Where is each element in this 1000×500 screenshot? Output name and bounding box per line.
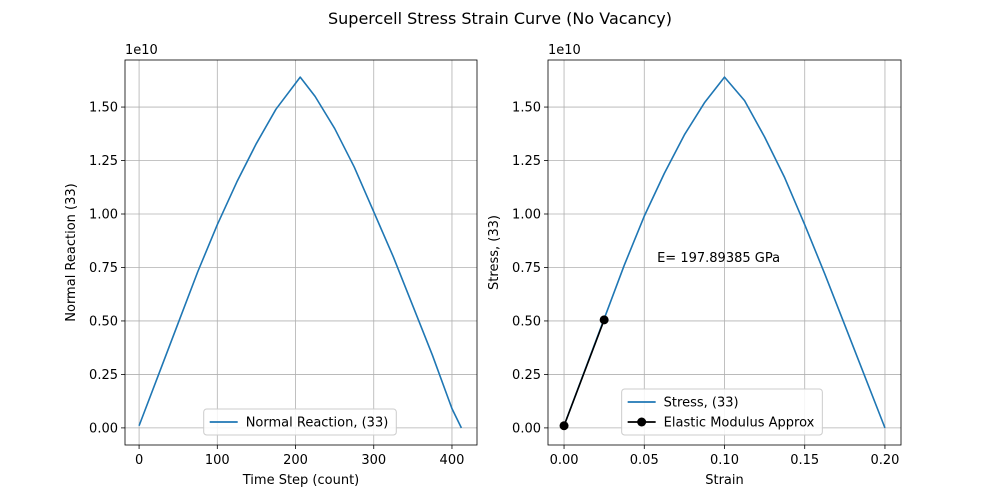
y-tick-label: 0.00: [512, 421, 541, 436]
y-tick-label: 0.25: [89, 368, 118, 383]
series-line-main: [563, 76, 886, 429]
y-offset-label: 1e10: [125, 43, 158, 58]
x-tick-label: 0.00: [550, 453, 579, 468]
y-axis-label: Stress, (33): [487, 215, 502, 290]
x-tick-label: 0.05: [630, 453, 659, 468]
x-tick-label: 300: [361, 453, 386, 468]
y-tick-label: 0.50: [512, 314, 541, 329]
x-tick-label: 0.20: [870, 453, 899, 468]
left-chart: 0 100 200 300 400 0.00 0.25 0.50 0.75 1.00 1.25 1.5…: [64, 43, 478, 488]
legend-label: Normal Reaction, (33): [246, 416, 389, 431]
y-tick-label: 1.25: [89, 154, 118, 169]
y-axis-label: Normal Reaction (33): [64, 183, 79, 321]
x-tick-label: 0.10: [710, 453, 739, 468]
legend-label: Stress, (33): [664, 396, 739, 411]
figure-title: Supercell Stress Strain Curve (No Vacanc…: [328, 9, 672, 28]
y-offset-label: 1e10: [548, 43, 581, 58]
legend-box: [621, 388, 823, 436]
y-tick-label: 0.50: [89, 314, 118, 329]
x-tick-label: 0: [135, 453, 143, 468]
data-point-marker: [599, 315, 609, 325]
y-tick-label: 1.00: [512, 208, 541, 223]
y-tick-label: 0.00: [89, 421, 118, 436]
x-tick-label: 200: [283, 453, 308, 468]
y-tick-label: 1.50: [89, 101, 118, 116]
modulus-annotation: E= 197.89385 GPa: [657, 251, 780, 266]
y-tick-label: 0.25: [512, 368, 541, 383]
x-axis-label: Time Step (count): [242, 473, 360, 488]
x-tick-label: 0.15: [790, 453, 819, 468]
y-tick-label: 1.25: [512, 154, 541, 169]
x-axis-label: Strain: [705, 473, 744, 488]
axes-frame: [124, 59, 478, 446]
legend-label: Elastic Modulus Approx: [664, 416, 815, 431]
y-tick-label: 0.75: [512, 261, 541, 276]
y-tick-label: 1.50: [512, 101, 541, 116]
series-line-main: [138, 76, 463, 429]
right-chart: 0.00 0.05 0.10 0.15 0.20 0.00 0.25 0.50 0.75 1.00…: [487, 43, 902, 488]
legend-marker: [637, 417, 647, 427]
data-point-marker: [559, 421, 569, 431]
x-tick-label: 400: [440, 453, 465, 468]
series-line-modulus: [563, 319, 605, 427]
y-tick-label: 1.00: [89, 208, 118, 223]
x-tick-label: 100: [205, 453, 230, 468]
y-tick-label: 0.75: [89, 261, 118, 276]
legend-box: [203, 408, 397, 436]
